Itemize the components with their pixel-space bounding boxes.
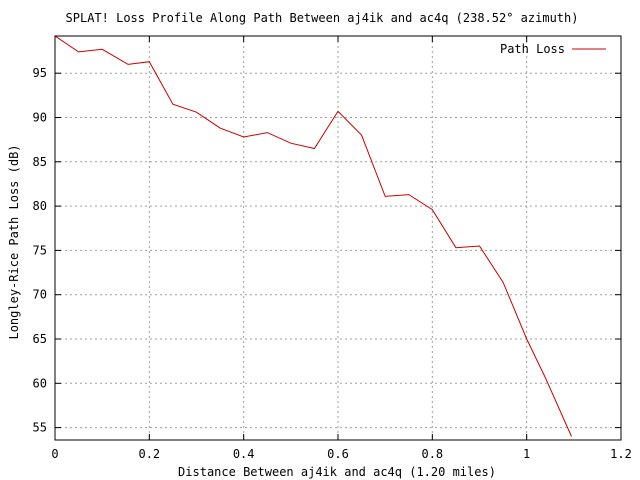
- x-axis-label: Distance Between aj4ik and ac4q (1.20 mi…: [178, 465, 496, 479]
- y-tick-label: 85: [33, 155, 47, 169]
- y-axis-label: Longley-Rice Path Loss (dB): [7, 144, 21, 339]
- x-tick-label: 0.2: [138, 447, 160, 461]
- y-tick-label: 70: [33, 288, 47, 302]
- x-tick-label: 0.8: [421, 447, 443, 461]
- series-layer: [55, 36, 572, 437]
- plot-frame: [54, 35, 622, 441]
- chart-title: SPLAT! Loss Profile Along Path Between a…: [66, 11, 579, 25]
- legend-label-path-loss: Path Loss: [500, 42, 565, 56]
- x-tick-label: 1.2: [610, 447, 632, 461]
- y-tick-label: 90: [33, 111, 47, 125]
- y-tick-label: 80: [33, 199, 47, 213]
- y-tick-label: 75: [33, 243, 47, 257]
- x-tick-label: 0: [51, 447, 58, 461]
- legend: Path Loss: [500, 42, 606, 56]
- y-tick-label: 55: [33, 421, 47, 435]
- series-line-path-loss: [55, 36, 572, 437]
- axis-ticks: 0 0.2 0.4 0.6 0.8 1 1.2 55 60 65 70 75 80 85 90 95: [33, 36, 632, 461]
- y-tick-label: 65: [33, 332, 47, 346]
- y-tick-label: 60: [33, 376, 47, 390]
- y-tick-label: 95: [33, 66, 47, 80]
- x-tick-label: 1: [523, 447, 530, 461]
- x-tick-label: 0.4: [233, 447, 255, 461]
- x-tick-label: 0.6: [327, 447, 349, 461]
